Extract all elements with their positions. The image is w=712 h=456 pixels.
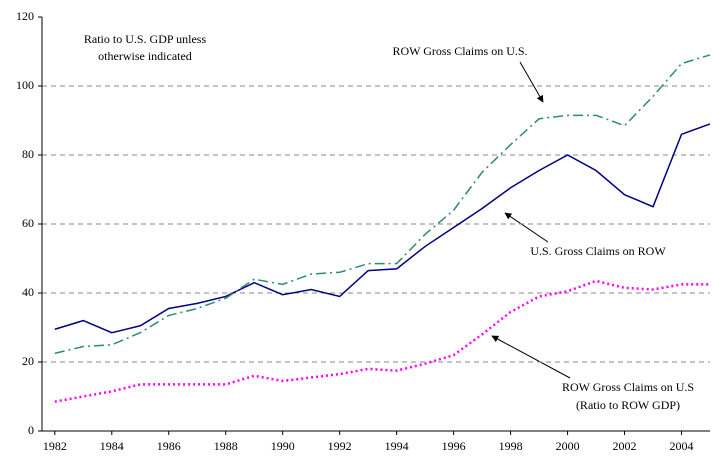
- y-tick-label: 0: [28, 423, 34, 437]
- x-tick-label: 2002: [613, 439, 637, 453]
- y-tick-label: 60: [22, 216, 34, 230]
- y-tick-label: 100: [16, 78, 34, 92]
- x-tick-label: 1996: [442, 439, 466, 453]
- x-tick-label: 2004: [670, 439, 694, 453]
- x-tick-label: 1994: [385, 439, 409, 453]
- x-tick-label: 1984: [100, 439, 124, 453]
- x-tick-label: 1986: [157, 439, 181, 453]
- x-tick-label: 1990: [271, 439, 295, 453]
- x-tick-label: 2000: [556, 439, 580, 453]
- annotation: U.S. Gross Claims on ROW: [530, 244, 666, 258]
- annotation: otherwise indicated: [98, 49, 192, 63]
- y-tick-label: 40: [22, 285, 34, 299]
- annotation: Ratio to U.S. GDP unless: [84, 32, 207, 46]
- x-tick-label: 1992: [328, 439, 352, 453]
- series-line: [54, 54, 711, 355]
- y-tick-label: 80: [22, 147, 34, 161]
- y-tick-label: 120: [16, 9, 34, 23]
- arrow: [504, 212, 549, 243]
- x-tick-label: 1982: [43, 439, 67, 453]
- series-line: [54, 279, 710, 403]
- y-tick-label: 20: [22, 354, 34, 368]
- x-tick-label: 1998: [499, 439, 523, 453]
- arrow: [491, 335, 571, 379]
- arrow: [519, 61, 544, 103]
- annotation: ROW Gross Claims on U.S: [562, 380, 694, 394]
- series-line: [54, 123, 711, 334]
- annotation: (Ratio to ROW GDP): [576, 398, 680, 412]
- annotation: ROW Gross Claims on U.S.: [392, 44, 527, 58]
- x-tick-label: 1988: [214, 439, 238, 453]
